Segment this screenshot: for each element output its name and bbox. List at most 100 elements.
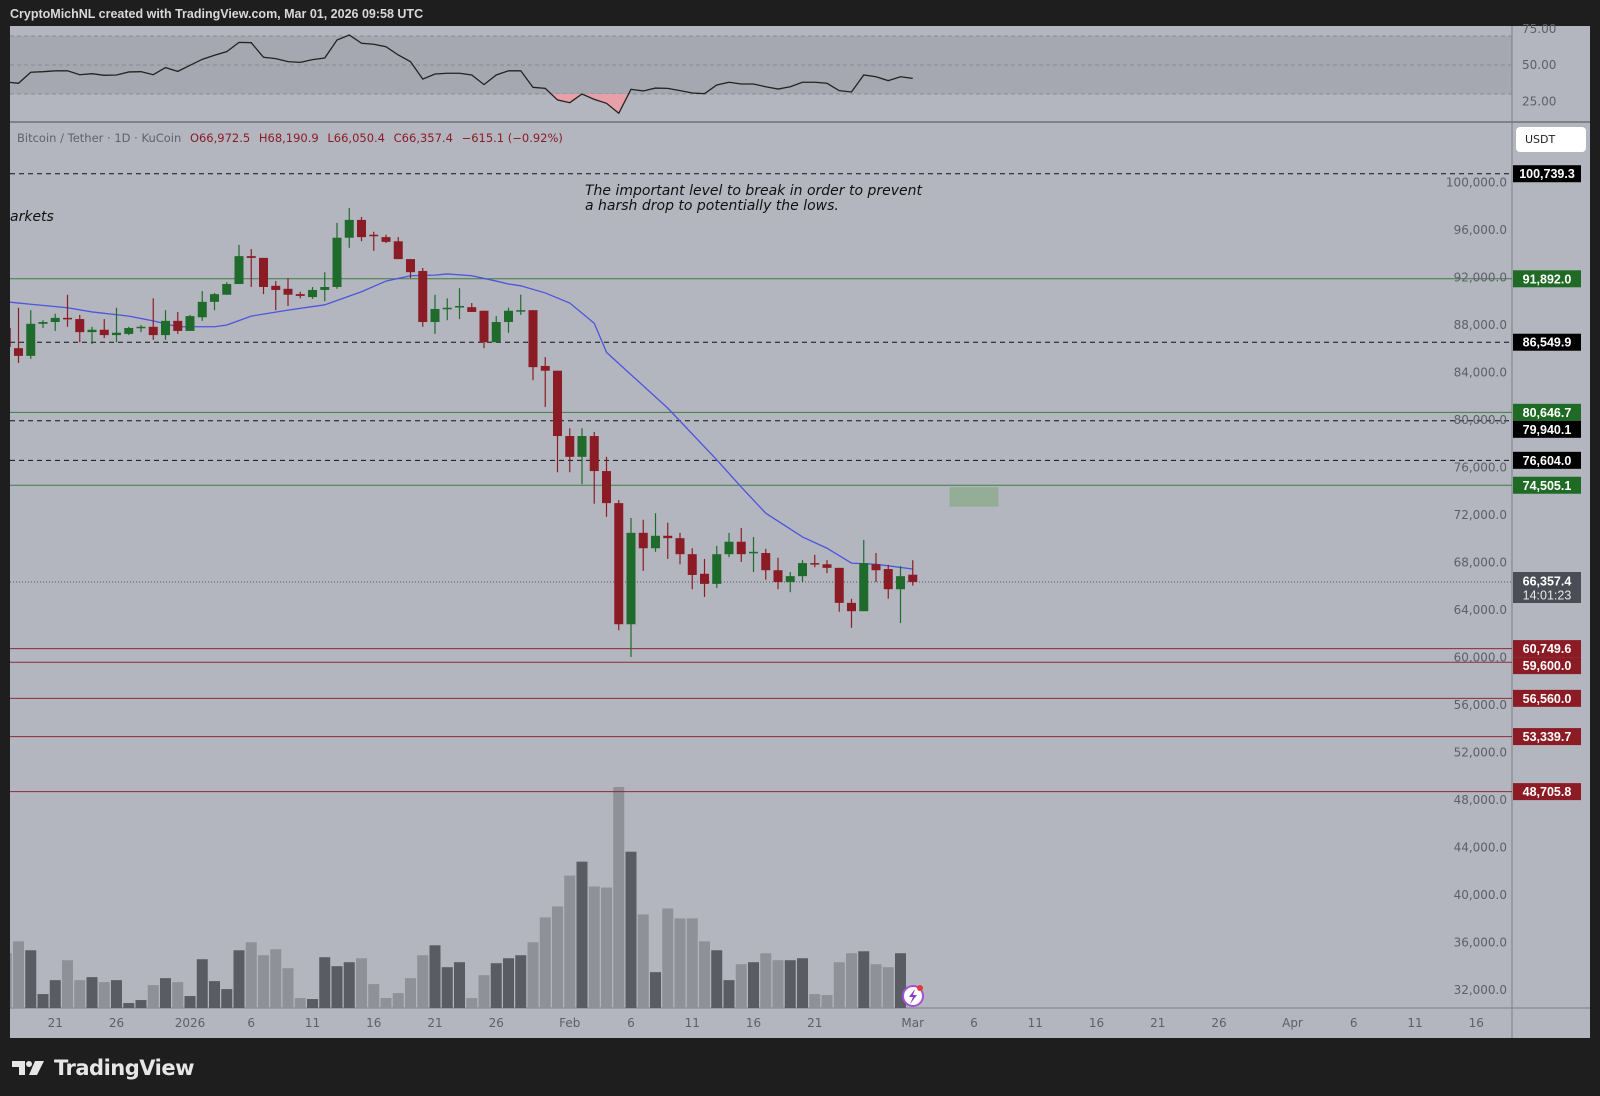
candle <box>724 532 734 558</box>
candle-body <box>626 532 636 625</box>
time-tick-label: 2026 <box>175 1016 206 1030</box>
candle-body <box>246 256 256 258</box>
candle-body <box>14 348 23 356</box>
candle <box>26 310 36 359</box>
candle <box>99 319 109 339</box>
candle-body <box>381 237 391 242</box>
level-price-text: 100,739.3 <box>1519 167 1575 181</box>
symbol-name[interactable]: Bitcoin / Tether · 1D · KuCoin <box>17 131 182 145</box>
volume-bar <box>870 964 882 1008</box>
tradingview-logo[interactable]: TradingView <box>12 1056 194 1080</box>
volume-bar <box>846 953 857 1008</box>
price-tick-label: 84,000.0 <box>1454 366 1507 380</box>
volume-bar <box>613 787 625 1008</box>
volume-bar <box>331 966 343 1008</box>
candle-body <box>442 307 452 310</box>
candle-body <box>553 370 562 437</box>
candle <box>418 268 428 327</box>
volume-bar <box>454 962 465 1008</box>
candle-body <box>675 538 685 555</box>
candle <box>332 222 342 289</box>
volume-bar <box>405 978 416 1008</box>
time-tick-label: 16 <box>1469 1016 1484 1030</box>
time-tick-label: Mar <box>901 1016 924 1030</box>
level-price-text: 59,600.0 <box>1523 659 1572 673</box>
candle <box>442 298 452 321</box>
volume-bar <box>343 962 355 1008</box>
candle <box>393 237 403 260</box>
candle-body <box>197 301 207 318</box>
candle <box>589 431 599 504</box>
annotation-line-2: a harsh drop to potentially the lows. <box>585 198 839 214</box>
ohlc-high: H68,190.9 <box>258 131 319 145</box>
volume-bar <box>86 977 98 1008</box>
time-tick-label: 6 <box>627 1016 635 1030</box>
ohlc-open: O66,972.5 <box>189 131 251 145</box>
candle <box>577 428 587 485</box>
candle-body <box>26 323 36 356</box>
candle-body <box>320 287 330 290</box>
candle-body <box>75 319 85 333</box>
time-tick-label: 21 <box>807 1016 822 1030</box>
rsi-line <box>6 34 913 115</box>
time-tick-label: 16 <box>746 1016 761 1030</box>
candle-body <box>638 532 648 549</box>
candle <box>124 326 134 336</box>
bar-countdown-text: 14:01:23 <box>1523 589 1572 603</box>
volume-bar <box>748 962 759 1008</box>
candle <box>271 281 281 311</box>
candle-body <box>651 535 660 549</box>
lightning-icon[interactable] <box>902 985 924 1007</box>
level-price-label <box>1513 689 1581 707</box>
volume-bar <box>601 887 612 1008</box>
candle-body <box>565 436 575 457</box>
level-price-text: 76,604.0 <box>1523 454 1572 468</box>
volume-bar <box>478 975 490 1008</box>
chart-annotation[interactable]: The important level to break in order to… <box>585 184 922 214</box>
time-tick-label: Feb <box>559 1016 580 1030</box>
volume-bar <box>527 942 539 1008</box>
level-price-text: 91,892.0 <box>1523 272 1572 286</box>
price-tick-label: 60,000.0 <box>1454 651 1507 665</box>
level-price-text: 86,549.9 <box>1523 336 1572 350</box>
candle <box>798 560 807 583</box>
candle-body <box>112 332 121 336</box>
candle-body <box>283 288 293 295</box>
volume-bar <box>294 998 306 1008</box>
candle-body <box>810 563 820 565</box>
candle-body <box>271 285 281 290</box>
candle <box>491 316 501 343</box>
candle <box>50 313 60 331</box>
candle-body <box>540 365 550 371</box>
level-price-label <box>1513 476 1581 494</box>
volume-bar <box>319 957 331 1008</box>
candle-body <box>99 329 109 336</box>
partial-annotation[interactable]: arkets <box>10 209 54 225</box>
volume-bar <box>368 984 380 1008</box>
candle-body <box>908 574 918 583</box>
volume-bar <box>674 918 686 1008</box>
time-tick-label: 21 <box>1150 1016 1165 1030</box>
candle-body <box>700 573 709 584</box>
candle <box>749 536 758 572</box>
target-zone[interactable] <box>949 487 999 507</box>
candle-body <box>467 307 477 312</box>
candle <box>222 282 232 295</box>
volume-bar <box>797 958 808 1008</box>
currency-button[interactable]: USDT <box>1516 127 1586 152</box>
candle-body <box>234 256 244 285</box>
volume-bar <box>686 918 698 1008</box>
candle <box>785 572 795 593</box>
volume-bar <box>307 999 318 1008</box>
volume-bar <box>135 1000 147 1008</box>
notification-dot <box>917 985 923 991</box>
price-tick-label: 32,000.0 <box>1454 983 1507 997</box>
candle-body <box>663 535 673 539</box>
volume-bar <box>625 851 637 1008</box>
price-tick-label: 36,000.0 <box>1454 936 1507 950</box>
candle-body <box>528 310 538 368</box>
level-price-label <box>1513 640 1581 658</box>
candle-body <box>883 569 893 590</box>
candle-body <box>749 551 758 554</box>
